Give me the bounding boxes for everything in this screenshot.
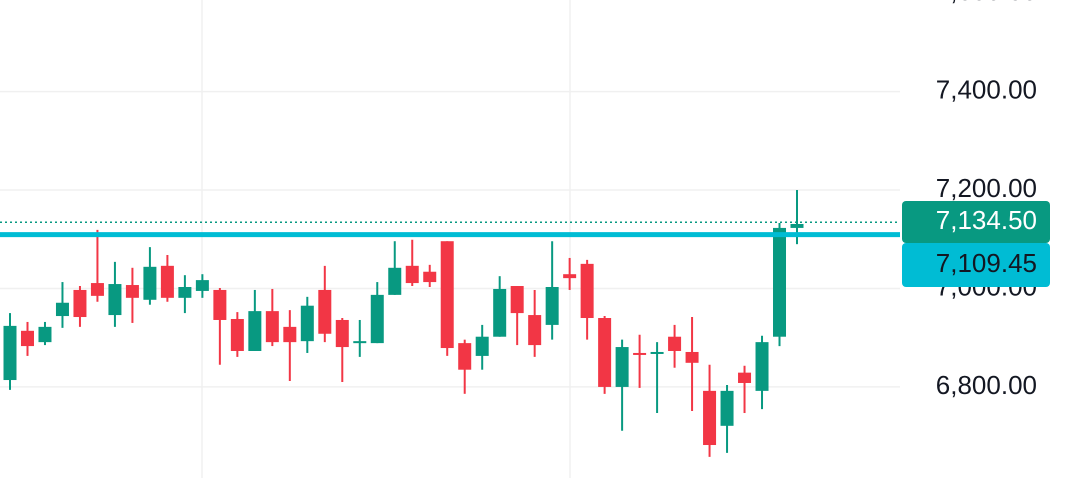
candle-body — [738, 372, 752, 383]
candle-body — [720, 390, 734, 426]
candle-body — [545, 286, 559, 325]
candle-body — [493, 288, 507, 337]
price-line-label: 7,109.45 — [936, 248, 1037, 278]
candle-body — [213, 289, 227, 320]
candle-body — [563, 274, 577, 279]
candle-body — [125, 285, 139, 298]
candle-body — [598, 318, 612, 387]
candle-body — [195, 280, 209, 291]
candle-body — [475, 336, 489, 356]
candle-body — [668, 336, 682, 351]
candle-body — [318, 289, 332, 334]
candle-body — [73, 289, 87, 318]
candle-body — [143, 266, 157, 300]
candle-body — [353, 341, 367, 344]
candle-body — [335, 319, 349, 348]
candle-body — [615, 347, 629, 387]
candle-body — [528, 315, 542, 346]
candle-body — [755, 342, 769, 391]
candle-body — [510, 286, 524, 314]
y-tick-label: 6,800.00 — [936, 370, 1037, 400]
candle-body — [230, 318, 244, 351]
candle-body — [388, 267, 402, 295]
price-line-badge — [902, 243, 1050, 287]
y-tick-label: 7,600.00 — [936, 0, 1037, 6]
candle-body — [90, 283, 104, 296]
candle-body — [458, 343, 472, 370]
candle-body — [178, 286, 192, 298]
candle-body — [685, 351, 699, 363]
candle-body — [300, 305, 314, 342]
last-price-label: 7,134.50 — [936, 205, 1037, 235]
candle-body — [160, 265, 174, 298]
candle-body — [580, 263, 594, 319]
candle-body — [790, 223, 804, 228]
candle-body — [633, 352, 647, 355]
candle-body — [423, 271, 437, 283]
candle-body — [283, 326, 297, 343]
candle-body — [265, 311, 279, 343]
candle-body — [3, 325, 17, 381]
candle-body — [248, 311, 262, 351]
candle-body — [405, 265, 419, 284]
candle-body — [38, 326, 52, 343]
candle-body — [55, 302, 69, 317]
last-price-badge — [902, 201, 1050, 243]
y-tick-label: 7,400.00 — [936, 74, 1037, 104]
candle-body — [108, 284, 122, 316]
candle-body — [20, 330, 34, 347]
candle-body — [650, 351, 664, 354]
candle-body — [370, 294, 384, 344]
y-tick-label: 7,200.00 — [936, 173, 1037, 203]
candle-body — [773, 227, 787, 337]
candle-body — [440, 241, 454, 349]
candle-body — [703, 390, 717, 446]
